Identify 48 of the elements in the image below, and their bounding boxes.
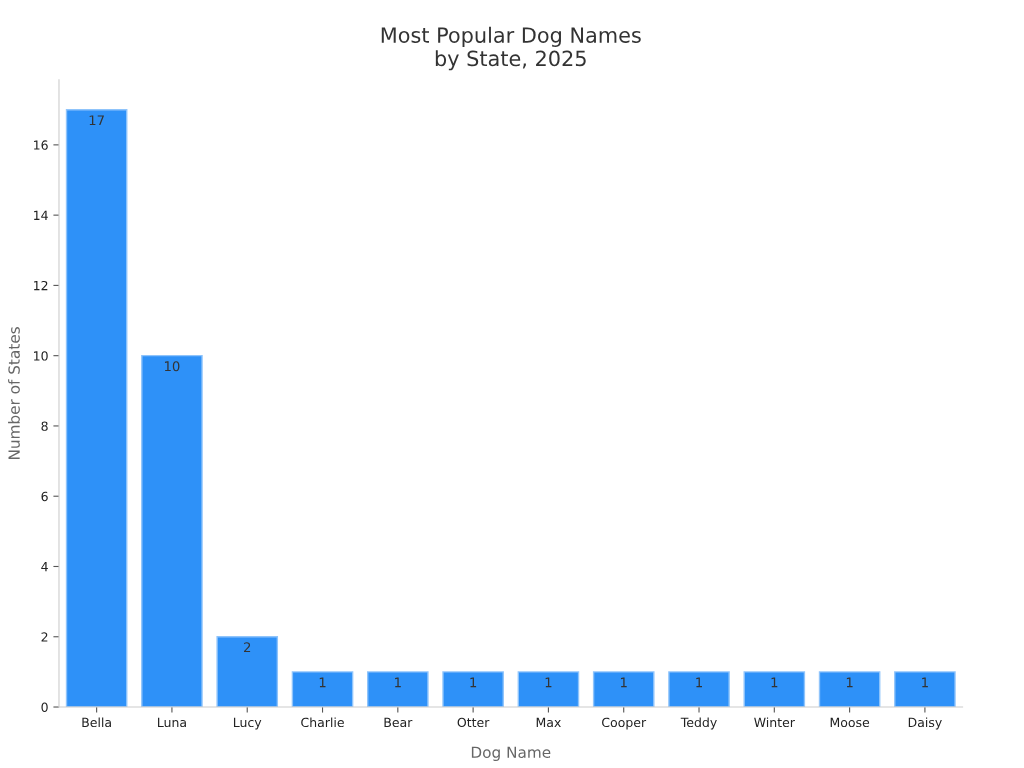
x-tick-label: Moose [830, 717, 870, 728]
bar [894, 671, 956, 708]
x-tick-label: Bella [82, 717, 111, 728]
bar [367, 671, 429, 708]
x-axis-title: Dog Name [471, 746, 551, 761]
x-tick-label: Winter [754, 717, 795, 728]
x-tick-label: Teddy [680, 717, 717, 730]
bar [65, 109, 128, 708]
bar [668, 671, 730, 708]
y-tick-label: 0 [41, 702, 48, 712]
data-label: 2 [244, 642, 251, 653]
bar [743, 671, 806, 708]
y-tick-label: 16 [34, 140, 48, 150]
x-tick-label: Bear [384, 717, 413, 728]
bar [818, 671, 881, 708]
x-tick-label: Charlie [301, 717, 344, 728]
y-tick-label: 12 [34, 280, 48, 291]
x-tick-label: Otter [457, 717, 490, 728]
data-label: 17 [89, 115, 104, 126]
y-tick-label: 4 [41, 562, 48, 572]
data-label: 1 [319, 677, 326, 688]
bar [442, 671, 504, 708]
data-label: 1 [395, 677, 401, 688]
x-tick-label: Luna [158, 717, 186, 728]
y-tick-label: 6 [41, 491, 48, 502]
x-tick-label: Max [536, 717, 561, 728]
bar [517, 671, 580, 708]
chart-title: Most Popular Dog Names by State, 2025 [381, 26, 641, 71]
data-label: 1 [696, 677, 702, 688]
y-tick-label: 10 [34, 351, 48, 361]
y-tick-label: 14 [34, 210, 48, 220]
y-axis-title: Number of States [8, 327, 20, 460]
data-label: 1 [620, 677, 627, 688]
data-label: 10 [164, 361, 180, 372]
data-label: 1 [545, 677, 552, 688]
bar [592, 671, 655, 708]
x-tick-label: Lucy [233, 717, 262, 730]
bar [291, 671, 354, 708]
data-label: 1 [846, 677, 853, 688]
x-tick-label: Daisy [908, 717, 942, 730]
y-tick-label: 2 [41, 632, 48, 642]
bar [216, 636, 279, 708]
data-label: 1 [771, 677, 778, 688]
data-label: 1 [470, 677, 477, 688]
x-tick-label: Cooper [602, 717, 647, 730]
y-tick-label: 8 [41, 421, 48, 431]
data-label: 1 [922, 677, 928, 688]
bar [141, 354, 203, 708]
